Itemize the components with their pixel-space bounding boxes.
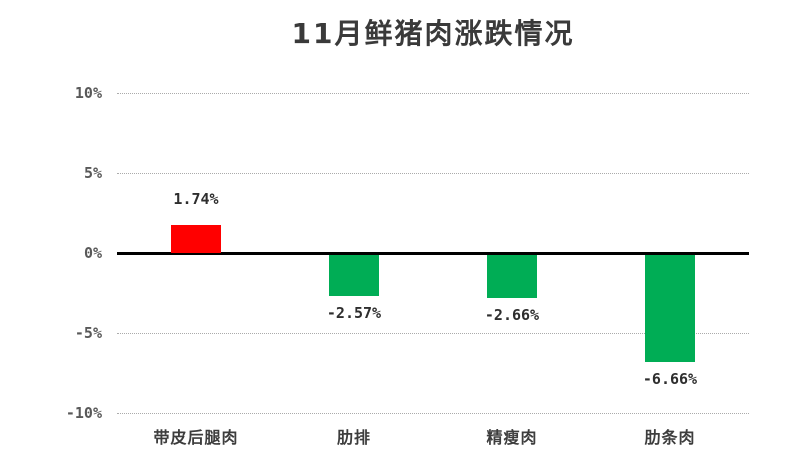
- value-label-肋条肉: -6.66%: [642, 369, 698, 388]
- category-label-肋排: 肋排: [336, 428, 371, 447]
- chart-title: 11月鲜猪肉涨跌情况: [291, 17, 575, 50]
- gridline-5%: [117, 173, 749, 174]
- gridline--5%: [117, 333, 749, 334]
- gridline--10%: [117, 413, 749, 414]
- y-tick-label-10%: 10%: [74, 84, 102, 102]
- y-tick-label--10%: -10%: [65, 404, 102, 422]
- plot-area: 1.74% -2.57% -2.66% -6.66%: [117, 93, 749, 414]
- bar-精瘦肉: [487, 255, 537, 298]
- gridline-10%: [117, 93, 749, 94]
- bar-肋排: [329, 255, 379, 297]
- bar-带皮后腿肉: [171, 225, 221, 253]
- category-label-精瘦肉: 精瘦肉: [486, 428, 538, 447]
- y-tick-label-5%: 5%: [83, 164, 102, 182]
- bar-肋条肉: [645, 255, 695, 362]
- y-tick-label-0%: 0%: [83, 244, 102, 262]
- value-label-精瘦肉: -2.66%: [484, 305, 540, 324]
- x-axis-line: [117, 252, 749, 255]
- category-label-带皮后腿肉: 带皮后腿肉: [153, 428, 239, 447]
- category-label-肋条肉: 肋条肉: [644, 428, 696, 447]
- value-label-带皮后腿肉: 1.74%: [173, 190, 219, 209]
- value-label-肋排: -2.57%: [326, 304, 382, 323]
- y-tick-label--5%: -5%: [74, 324, 102, 342]
